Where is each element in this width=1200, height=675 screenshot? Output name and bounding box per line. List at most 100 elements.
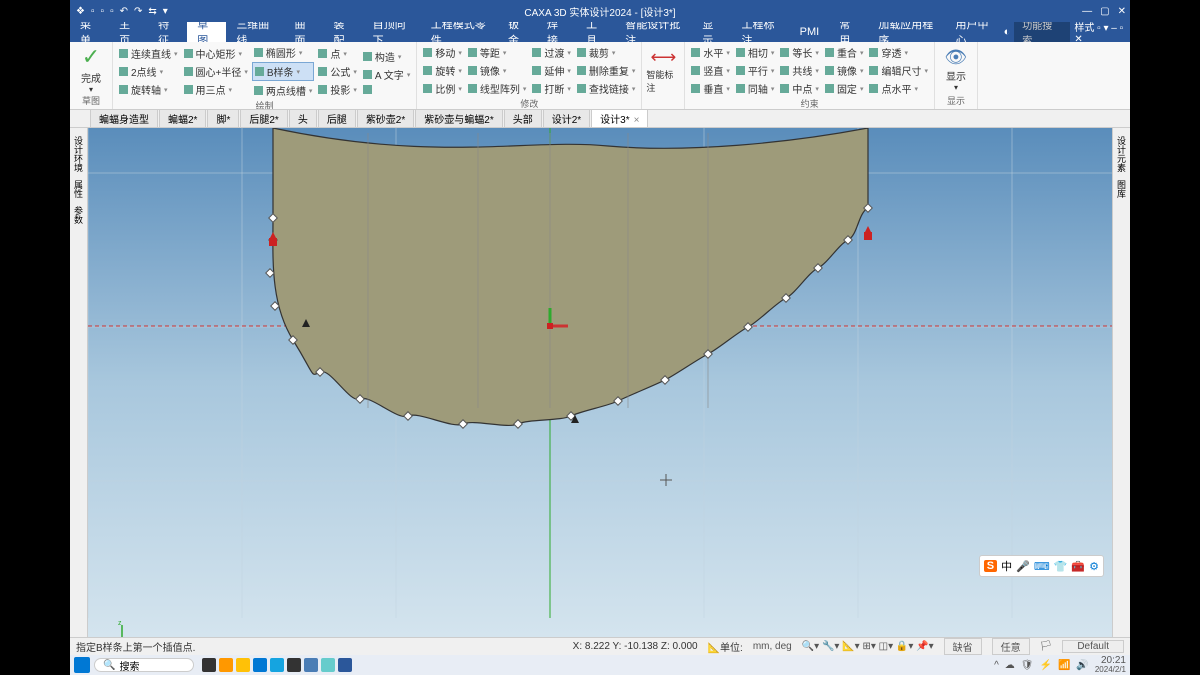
qat-icon[interactable]: ↷	[134, 6, 142, 17]
ribbon-item[interactable]: 构造▾	[361, 48, 412, 65]
maximize-icon[interactable]: ▢	[1100, 6, 1109, 17]
ribbon-item[interactable]: 移动▾	[421, 44, 464, 61]
ribbon-item[interactable]	[361, 84, 412, 95]
right-panel-tab[interactable]: 图库	[1115, 180, 1128, 198]
ribbon-item[interactable]: 打断▾	[530, 80, 573, 97]
ribbon-item[interactable]: 点水平▾	[867, 80, 930, 97]
ribbon-item[interactable]: 垂直▾	[689, 80, 732, 97]
menu-tab[interactable]: 用户中心	[946, 22, 1004, 42]
taskbar-app-icon[interactable]	[304, 658, 318, 672]
display-button[interactable]: 👁 显示 ▾	[939, 44, 973, 94]
ime-toolbar[interactable]: S 中 🎤 ⌨ 👕 🧰 ⚙	[979, 555, 1104, 577]
tray-icon[interactable]: 🔊	[1076, 660, 1088, 671]
menu-tab[interactable]: 焊接	[537, 22, 576, 42]
ribbon-item[interactable]: 旋转轴▾	[117, 81, 180, 98]
ribbon-item[interactable]: 查找链接▾	[575, 80, 638, 97]
document-tab[interactable]: 后腿	[318, 109, 356, 127]
document-tab[interactable]: 紫砂壶2*	[357, 109, 414, 127]
ribbon-item[interactable]: 重合▾	[823, 44, 866, 61]
close-icon[interactable]: ✕	[1118, 6, 1126, 17]
qat-icon[interactable]: ▾	[163, 6, 168, 17]
menu-tab[interactable]: 工程模式零件	[421, 22, 498, 42]
menu-tab[interactable]: 特征	[148, 22, 187, 42]
ribbon-item[interactable]: 平行▾	[734, 62, 777, 79]
ime-lang[interactable]: 中	[1001, 558, 1012, 574]
left-panel-tab[interactable]: 参数	[72, 206, 85, 224]
viewport[interactable]: S 中 🎤 ⌨ 👕 🧰 ⚙ z x	[88, 128, 1112, 637]
qat-icon[interactable]: ▫	[101, 6, 105, 17]
ribbon-item[interactable]: 同轴▾	[734, 80, 777, 97]
qat-icon[interactable]: ▫	[110, 6, 114, 17]
left-panel-tab[interactable]: 设计环境	[72, 136, 85, 172]
ime-icon[interactable]: 🎤	[1016, 560, 1030, 573]
qat-icon[interactable]: ❖	[76, 6, 85, 17]
document-tab[interactable]: 头部	[504, 109, 542, 127]
menu-tab[interactable]: 三维曲线	[226, 22, 284, 42]
ribbon-item[interactable]: 投影▾	[316, 81, 359, 98]
ribbon-item[interactable]: 中点▾	[778, 80, 821, 97]
ribbon-item[interactable]: 椭圆形▾	[252, 44, 315, 61]
ribbon-item[interactable]: 线型阵列▾	[466, 80, 529, 97]
ribbon-item[interactable]: 删除重复▾	[575, 62, 638, 79]
close-tab-icon[interactable]: ×	[634, 115, 640, 126]
sketch-canvas[interactable]	[88, 128, 1112, 618]
menu-tab[interactable]: 钣金	[498, 22, 537, 42]
help-icon[interactable]: ◐	[1004, 26, 1011, 38]
ribbon-item[interactable]: 点▾	[316, 45, 359, 62]
ribbon-item[interactable]: 连续直线▾	[117, 45, 180, 62]
menu-tab[interactable]: PMI	[790, 22, 830, 42]
taskbar-search[interactable]: 🔍 搜索	[94, 658, 194, 672]
ime-icon[interactable]: 👕	[1054, 560, 1068, 573]
ribbon-item[interactable]: 镜像▾	[466, 62, 529, 79]
document-tab[interactable]: 设计2*	[543, 109, 590, 127]
taskbar-app-icon[interactable]	[287, 658, 301, 672]
menu-tab[interactable]: 自顶向下	[363, 22, 421, 42]
ribbon-item[interactable]: 水平▾	[689, 44, 732, 61]
ribbon-item[interactable]: 用三点▾	[182, 81, 250, 98]
status-r1[interactable]: 缺省	[944, 638, 982, 655]
ribbon-item[interactable]: 公式▾	[316, 63, 359, 80]
tray-clock[interactable]: 20:21 2024/2/1	[1095, 656, 1126, 674]
menu-tab[interactable]: 常用	[829, 22, 868, 42]
document-tab[interactable]: 后腿2*	[240, 109, 287, 127]
ribbon-item[interactable]: 等长▾	[778, 44, 821, 61]
ribbon-item[interactable]: 相切▾	[734, 44, 777, 61]
left-panel-tab[interactable]: 属性	[72, 180, 85, 198]
document-tab[interactable]: 蝙蝠2*	[159, 109, 206, 127]
taskbar-app-icon[interactable]	[321, 658, 335, 672]
ribbon-item[interactable]: B样条▾	[252, 62, 315, 81]
ribbon-item[interactable]: 固定▾	[823, 80, 866, 97]
tray-icon[interactable]: ☁	[1005, 660, 1015, 671]
ribbon-item[interactable]: 等距▾	[466, 44, 529, 61]
document-tab[interactable]: 紫砂壶与蝙蝠2*	[415, 109, 502, 127]
ribbon-item[interactable]: 比例▾	[421, 80, 464, 97]
tray-icon[interactable]: ^	[994, 660, 999, 671]
menu-tab[interactable]: 显示	[692, 22, 731, 42]
taskbar-app-icon[interactable]	[270, 658, 284, 672]
document-tab[interactable]: 脚*	[207, 109, 239, 127]
qat-icon[interactable]: ⇆	[148, 6, 156, 17]
ribbon-item[interactable]: 两点线槽▾	[252, 82, 315, 99]
taskbar-app-icon[interactable]	[236, 658, 250, 672]
ribbon-item[interactable]: 中心矩形▾	[182, 45, 250, 62]
menu-tab[interactable]: 主页	[109, 22, 148, 42]
qat-icon[interactable]: ↶	[120, 6, 128, 17]
taskbar-app-icon[interactable]	[202, 658, 216, 672]
qat-icon[interactable]: ▫	[91, 6, 95, 17]
menu-tab[interactable]: 加载应用程序	[868, 22, 945, 42]
ribbon-item[interactable]: 过渡▾	[530, 44, 573, 61]
tray-icon[interactable]: 🛡	[1021, 660, 1034, 671]
status-r3[interactable]: Default	[1062, 640, 1124, 653]
taskbar-app-icon[interactable]	[338, 658, 352, 672]
ribbon-item[interactable]: 裁剪▾	[575, 44, 638, 61]
document-tab[interactable]: 设计3*×	[591, 109, 648, 127]
minimize-icon[interactable]: —	[1082, 6, 1092, 17]
taskbar-app-icon[interactable]	[253, 658, 267, 672]
menu-tab[interactable]: 工具	[576, 22, 615, 42]
status-r2[interactable]: 任意	[992, 638, 1030, 655]
ribbon-item[interactable]: 延伸▾	[530, 62, 573, 79]
status-tools[interactable]: 🔍▾ 🔧▾ 📐▾ ⊞▾ ◫▾ 🔒▾ 📌▾	[802, 641, 934, 652]
ribbon-item[interactable]: 镜像▾	[823, 62, 866, 79]
tray-icon[interactable]: 📶	[1058, 660, 1070, 671]
tray-icon[interactable]: ⚡	[1040, 660, 1052, 671]
